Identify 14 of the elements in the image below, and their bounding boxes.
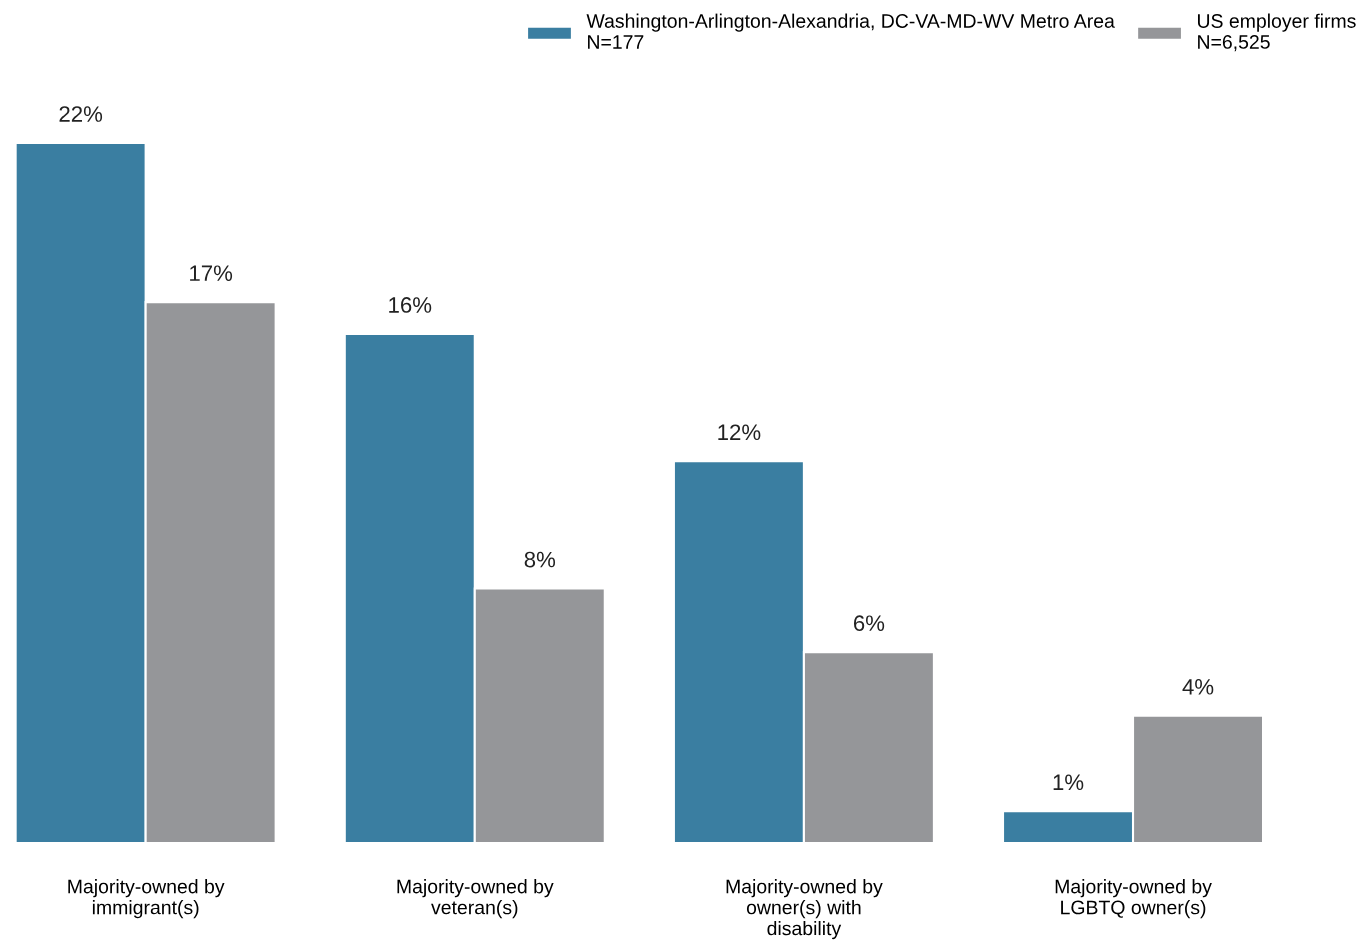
data-label: 22% [59, 106, 103, 122]
x-tick-label: Majority-owned by immigrant(s) [68, 879, 225, 919]
data-label: 4% [1182, 679, 1214, 695]
data-label: 1% [1053, 774, 1084, 791]
data-label: 17% [190, 265, 233, 281]
x-tick-label: Majority-owned by LGBTQ owner(s) [1055, 879, 1212, 919]
data-label: 12% [718, 424, 761, 441]
legend-label: Washington-Arlington-Alexandria, DC-VA-MD-WV Metro Area N=177 [586, 13, 1115, 49]
data-label: 6% [853, 615, 885, 632]
data-label: 16% [389, 297, 432, 313]
data-label: 8% [524, 551, 556, 568]
x-tick-label: Majority-owned by veteran(s) [397, 879, 554, 919]
legend-label: US employer firms N=6,525 [1197, 13, 1356, 52]
x-tick-label: Majority-owned by owner(s) with disability [726, 879, 883, 940]
